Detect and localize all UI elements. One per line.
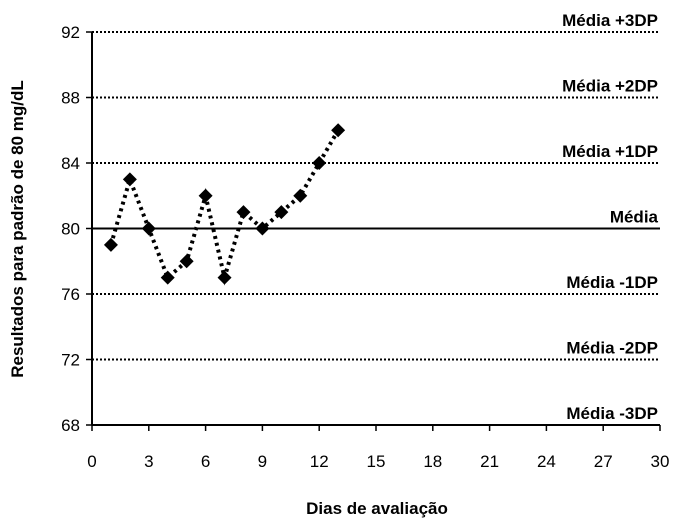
y-tick-label: 68 bbox=[61, 416, 80, 435]
x-tick-label: 12 bbox=[310, 452, 329, 471]
data-point bbox=[160, 270, 175, 285]
series-line bbox=[109, 129, 340, 286]
axes: 68 72 76 80 84 88 92 0 3 6 9 12 15 18 21 24 27 30 bbox=[61, 23, 669, 471]
data-point bbox=[331, 123, 346, 138]
data-point bbox=[141, 221, 156, 236]
data-point bbox=[179, 254, 194, 269]
y-tick-label: 80 bbox=[61, 220, 80, 239]
reference-line-label: Média -3DP bbox=[566, 404, 658, 423]
x-tick-label: 30 bbox=[651, 452, 670, 471]
y-tick-label: 84 bbox=[61, 154, 80, 173]
data-point bbox=[312, 156, 327, 170]
x-tick-label: 15 bbox=[367, 452, 386, 471]
data-point bbox=[122, 172, 137, 187]
data-point bbox=[236, 205, 251, 220]
reference-line-label: Média -2DP bbox=[566, 339, 658, 358]
x-axis-title: Dias de avaliação bbox=[306, 499, 448, 518]
data-point bbox=[274, 205, 289, 220]
y-tick-label: 88 bbox=[61, 89, 80, 108]
x-tick-label: 21 bbox=[480, 452, 499, 471]
reference-line-label: Média bbox=[610, 208, 659, 227]
reference-line-label: Média +1DP bbox=[562, 142, 658, 161]
data-point bbox=[217, 270, 232, 285]
x-tick-label: 24 bbox=[537, 452, 556, 471]
data-point bbox=[293, 188, 308, 203]
x-tick-label: 27 bbox=[594, 452, 613, 471]
y-tick-label: 72 bbox=[61, 351, 80, 370]
y-tick-label: 76 bbox=[61, 285, 80, 304]
y-axis-title: Resultados para padrão de 80 mg/dL bbox=[8, 80, 27, 378]
reference-lines: Média +3DP Média +2DP Média +1DP Média Média… bbox=[92, 11, 660, 426]
data-point bbox=[103, 237, 118, 252]
x-tick-label: 6 bbox=[201, 452, 210, 471]
reference-line-label: Média -1DP bbox=[566, 273, 658, 292]
x-tick-label: 18 bbox=[423, 452, 442, 471]
data-point bbox=[255, 221, 270, 236]
data-series bbox=[103, 123, 346, 286]
data-point bbox=[198, 188, 213, 203]
x-tick-label: 3 bbox=[144, 452, 153, 471]
reference-line-label: Média +2DP bbox=[562, 77, 658, 96]
x-tick-label: 9 bbox=[258, 452, 267, 471]
y-tick-label: 92 bbox=[61, 23, 80, 42]
x-tick-label: 0 bbox=[87, 452, 96, 471]
reference-line-label: Média +3DP bbox=[562, 11, 658, 30]
